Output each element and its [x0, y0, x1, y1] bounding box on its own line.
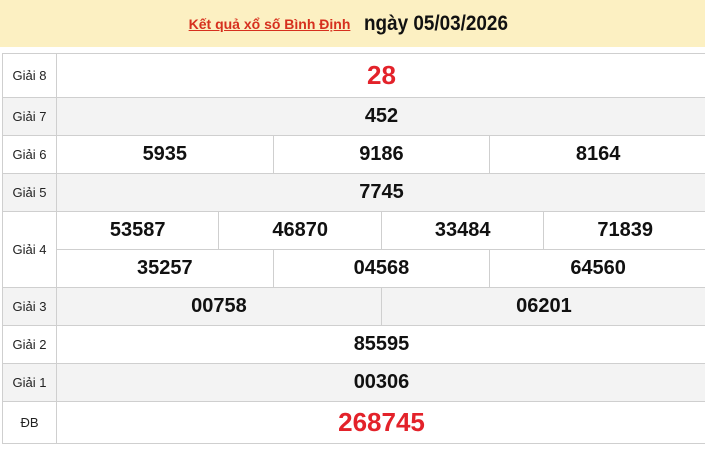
results-table: Giải 8 28 Giải 7 452 Giải 6 5935 9186 81…: [2, 53, 705, 444]
prize-number: 85595: [56, 325, 705, 364]
prize-number: 9186: [272, 135, 491, 174]
results-header: Kết quả xổ số Bình Định ngày 05/03/2026: [0, 0, 705, 47]
prize-number: 5935: [56, 135, 274, 174]
prize-label: Giải 7: [2, 97, 57, 136]
prize-label: Giải 4: [2, 211, 57, 288]
prize-number: 71839: [543, 211, 705, 250]
prize-number: 7745: [56, 173, 705, 212]
prize-row-g5: Giải 5 7745: [2, 173, 705, 212]
prize-number: 00306: [56, 363, 705, 402]
prize-number: 00758: [56, 287, 382, 326]
draw-date: ngày 05/03/2026: [364, 11, 509, 35]
prize-number: 8164: [489, 135, 705, 174]
prize-label: Giải 2: [2, 325, 57, 364]
prize-row-g1: Giải 1 00306: [2, 363, 705, 402]
province-results-link[interactable]: Kết quả xổ số Bình Định: [188, 15, 351, 32]
prize-label: Giải 6: [2, 135, 57, 174]
prize-row-g7: Giải 7 452: [2, 97, 705, 136]
prize-label: Giải 3: [2, 287, 57, 326]
prize-row-g2: Giải 2 85595: [2, 325, 705, 364]
prize-number: 33484: [380, 211, 545, 250]
prize-row-g3: Giải 3 00758 06201: [2, 287, 705, 326]
prize-number: 35257: [56, 249, 274, 288]
prize-number: 46870: [218, 211, 382, 250]
prize-label: Giải 5: [2, 173, 57, 212]
prize-number: 64560: [489, 249, 705, 288]
prize-label: Giải 1: [2, 363, 57, 402]
prize-number: 04568: [272, 249, 491, 288]
prize-number: 53587: [55, 211, 220, 250]
prize-number: 28: [56, 53, 705, 98]
special-prize-number: 268745: [56, 401, 705, 444]
prize-label: Giải 8: [2, 53, 57, 98]
prize-number: 06201: [380, 287, 705, 326]
prize-row-g4b: 35257 04568 64560: [3, 249, 705, 288]
prize-row-g6: Giải 6 5935 9186 8164: [2, 135, 705, 174]
prize-label: ĐB: [2, 401, 57, 444]
prize-row-g4: Giải 4 53587 46870 33484 71839: [2, 211, 705, 288]
prize-row-special: ĐB 268745: [2, 401, 705, 444]
prize-row-g8: Giải 8 28: [2, 53, 705, 98]
prize-number: 452: [56, 97, 705, 136]
